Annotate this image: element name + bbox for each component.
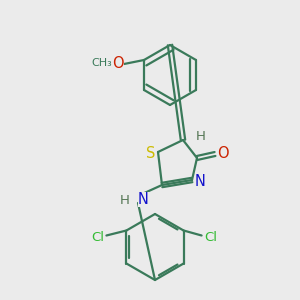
Text: N: N <box>138 191 149 206</box>
Text: O: O <box>112 56 124 71</box>
Text: Cl: Cl <box>204 231 217 244</box>
Text: O: O <box>217 146 229 161</box>
Text: H: H <box>120 194 130 206</box>
Text: H: H <box>196 130 206 142</box>
Text: S: S <box>146 146 156 160</box>
Text: N: N <box>195 173 206 188</box>
Text: Cl: Cl <box>91 231 104 244</box>
Text: CH₃: CH₃ <box>92 58 112 68</box>
